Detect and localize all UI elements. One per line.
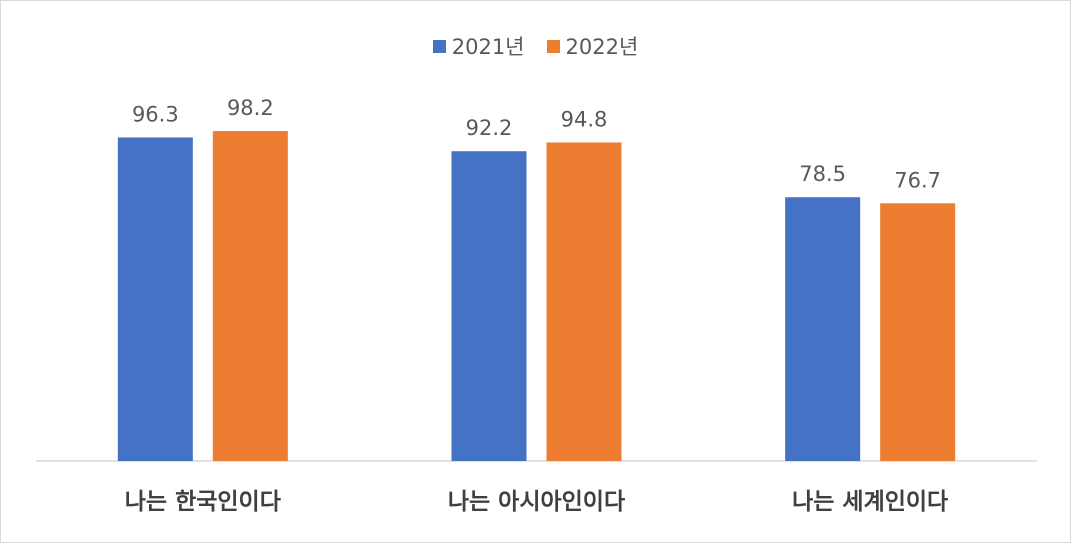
data-label-2022-cat-1: 94.8 <box>561 107 608 131</box>
bar-2021-cat-1 <box>451 151 527 461</box>
legend-swatch-2021 <box>432 39 446 53</box>
data-label-2022-cat-0: 98.2 <box>227 96 274 120</box>
data-label-2021-cat-0: 96.3 <box>132 102 179 126</box>
data-label-2021-cat-2: 78.5 <box>799 162 846 186</box>
legend-swatch-2022 <box>546 39 560 53</box>
data-label-2022-cat-2: 76.7 <box>894 168 941 192</box>
bar-2021-cat-0 <box>117 137 193 461</box>
bar-2022-cat-2 <box>880 203 956 461</box>
legend-item-2021: 2021년 <box>432 31 525 61</box>
data-label-2021-cat-1: 92.2 <box>466 116 513 140</box>
category-label-0: 나는 한국인이다 <box>125 489 281 515</box>
legend-label-2021: 2021년 <box>451 35 525 59</box>
category-label-2: 나는 세계인이다 <box>792 489 948 515</box>
bar-2022-cat-0 <box>212 131 288 461</box>
category-label-1: 나는 아시아인이다 <box>448 489 625 515</box>
legend-label-2022: 2022년 <box>565 35 639 59</box>
legend: 2021년 2022년 <box>1 31 1070 61</box>
bar-2022-cat-1 <box>546 142 622 462</box>
legend-item-2022: 2022년 <box>546 31 639 61</box>
bar-2021-cat-2 <box>785 197 861 462</box>
